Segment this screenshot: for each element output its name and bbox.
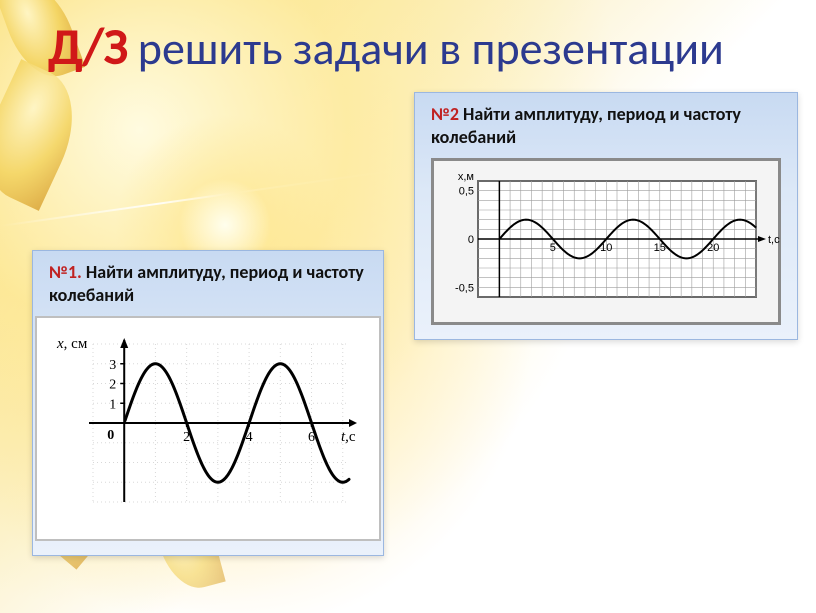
svg-text:x,м: x,м [458, 171, 474, 183]
problem-2-text: Найти амплитуду, период и частоту колеба… [431, 103, 741, 148]
chart-2-frame: -0,500,55101520x,мt,с [431, 158, 781, 325]
chart-2: -0,500,55101520x,мt,с [444, 169, 784, 309]
title-rest: решить задачи в презентации [127, 21, 724, 77]
chart-1: 1232460x, смt,с [47, 326, 367, 526]
title-prefix: Д/З [48, 14, 127, 78]
problem-1-number: №1. [49, 261, 82, 283]
svg-text:3: 3 [109, 358, 116, 373]
problem-1-text: Найти амплитуду, период и частоту колеба… [49, 261, 364, 306]
chart-1-frame: 1232460x, смt,с [35, 316, 381, 541]
problem-card-2: №2 Найти амплитуду, период и частоту кол… [414, 92, 798, 340]
svg-text:0: 0 [107, 428, 114, 443]
svg-text:0,5: 0,5 [459, 186, 474, 198]
svg-text:-0,5: -0,5 [455, 282, 474, 294]
svg-text:1: 1 [109, 397, 116, 412]
svg-text:t,с: t,с [341, 429, 356, 445]
svg-text:t,с: t,с [768, 234, 780, 246]
svg-text:5: 5 [550, 242, 556, 254]
problem-card-1: №1. Найти амплитуду, период и частоту ко… [32, 250, 384, 556]
svg-text:x, см: x, см [56, 336, 88, 352]
svg-text:0: 0 [468, 234, 474, 246]
svg-text:2: 2 [109, 378, 116, 393]
page-title: Д/З решить задачи в презентации [48, 14, 724, 78]
problem-1-heading: №1. Найти амплитуду, период и частоту ко… [49, 261, 367, 306]
problem-2-heading: №2 Найти амплитуду, период и частоту кол… [431, 103, 781, 148]
problem-2-number: №2 [431, 103, 459, 125]
